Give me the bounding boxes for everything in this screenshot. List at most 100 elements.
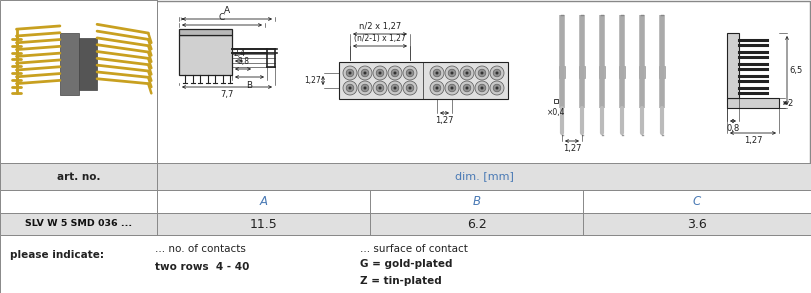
Text: SLV W 5 SMD 036 ...: SLV W 5 SMD 036 ...	[25, 219, 132, 229]
Text: n/2 x 1,27: n/2 x 1,27	[359, 22, 401, 31]
Circle shape	[493, 69, 501, 77]
Text: 1,27: 1,27	[744, 136, 762, 145]
Circle shape	[460, 81, 474, 95]
Bar	[559, 66, 565, 78]
Circle shape	[480, 86, 483, 89]
Bar	[339, 62, 508, 99]
Bar	[0, 213, 811, 235]
Circle shape	[406, 84, 414, 92]
Bar	[179, 35, 232, 75]
Circle shape	[363, 71, 367, 74]
Text: 1,27: 1,27	[436, 116, 453, 125]
Circle shape	[450, 86, 453, 89]
Circle shape	[496, 86, 499, 89]
Text: 7,7: 7,7	[221, 90, 234, 99]
Circle shape	[361, 69, 369, 77]
Circle shape	[463, 84, 471, 92]
Circle shape	[379, 86, 381, 89]
Circle shape	[393, 71, 397, 74]
Circle shape	[373, 81, 387, 95]
Text: please indicate:: please indicate:	[10, 250, 104, 260]
Bar	[0, 163, 811, 190]
Circle shape	[343, 66, 357, 80]
Circle shape	[445, 66, 459, 80]
Text: 1,27: 1,27	[563, 144, 581, 153]
Circle shape	[406, 69, 414, 77]
Text: ×0,4: ×0,4	[547, 108, 565, 117]
Circle shape	[480, 71, 483, 74]
Text: G = gold-plated: G = gold-plated	[360, 259, 453, 269]
Bar	[579, 66, 585, 78]
Circle shape	[433, 69, 441, 77]
Circle shape	[475, 66, 489, 80]
Bar	[60, 33, 79, 95]
Bar	[0, 0, 157, 163]
Circle shape	[349, 86, 351, 89]
Circle shape	[376, 84, 384, 92]
Circle shape	[379, 71, 381, 74]
Text: dim. [mm]: dim. [mm]	[454, 171, 513, 181]
Text: 6,5: 6,5	[789, 66, 802, 75]
Circle shape	[490, 66, 504, 80]
Circle shape	[463, 69, 471, 77]
Bar	[619, 66, 625, 78]
Circle shape	[448, 84, 456, 92]
Circle shape	[478, 69, 486, 77]
Circle shape	[430, 66, 444, 80]
Bar	[659, 66, 665, 78]
Text: 3,8: 3,8	[237, 57, 249, 66]
Circle shape	[433, 84, 441, 92]
Circle shape	[490, 81, 504, 95]
Bar	[0, 190, 811, 213]
Circle shape	[436, 71, 439, 74]
Text: two rows  4 - 40: two rows 4 - 40	[155, 262, 249, 272]
Circle shape	[475, 81, 489, 95]
Circle shape	[466, 86, 469, 89]
Text: ... surface of contact: ... surface of contact	[360, 244, 468, 255]
Circle shape	[349, 71, 351, 74]
Circle shape	[478, 84, 486, 92]
Circle shape	[450, 71, 453, 74]
Circle shape	[409, 86, 411, 89]
Circle shape	[430, 81, 444, 95]
Circle shape	[346, 84, 354, 92]
Circle shape	[358, 66, 372, 80]
Text: Z = tin-plated: Z = tin-plated	[360, 276, 442, 286]
Text: 2,4: 2,4	[233, 49, 245, 58]
Text: 1,27: 1,27	[304, 76, 321, 85]
Circle shape	[343, 81, 357, 95]
Text: 2: 2	[787, 98, 792, 108]
Text: 11.5: 11.5	[250, 217, 277, 231]
Text: C: C	[693, 195, 702, 208]
Circle shape	[403, 66, 417, 80]
Bar	[727, 33, 739, 98]
Circle shape	[358, 81, 372, 95]
Circle shape	[409, 71, 411, 74]
Bar	[554, 99, 558, 103]
Circle shape	[448, 69, 456, 77]
Bar	[0, 235, 811, 293]
Circle shape	[466, 71, 469, 74]
Text: ... no. of contacts: ... no. of contacts	[155, 244, 246, 255]
Text: A: A	[224, 6, 230, 15]
Bar	[639, 66, 645, 78]
Text: B: B	[473, 195, 480, 208]
Circle shape	[391, 69, 399, 77]
Circle shape	[376, 69, 384, 77]
Circle shape	[388, 66, 402, 80]
Text: 0,8: 0,8	[727, 124, 740, 133]
Text: A: A	[260, 195, 268, 208]
Text: art. no.: art. no.	[57, 171, 101, 181]
Text: 3.6: 3.6	[687, 217, 707, 231]
Circle shape	[445, 81, 459, 95]
Bar	[727, 98, 779, 108]
Circle shape	[373, 66, 387, 80]
Text: C: C	[219, 13, 225, 22]
Circle shape	[393, 86, 397, 89]
Circle shape	[436, 86, 439, 89]
Circle shape	[361, 84, 369, 92]
Bar	[179, 29, 232, 35]
Circle shape	[388, 81, 402, 95]
Circle shape	[493, 84, 501, 92]
Bar	[79, 38, 97, 90]
